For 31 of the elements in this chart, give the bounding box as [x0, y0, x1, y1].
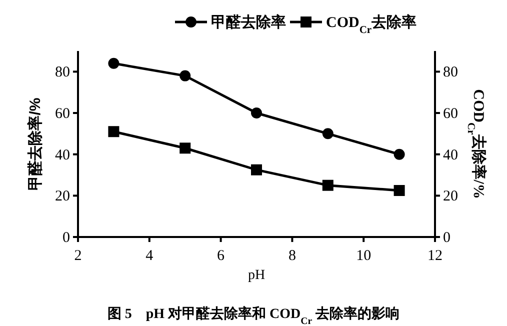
point: [180, 142, 191, 154]
y2-tick-label: 20: [443, 188, 458, 205]
point: [394, 185, 405, 196]
y-axis-title: 甲醛去除率/%: [26, 98, 44, 190]
y-tick-label: 80: [55, 64, 70, 81]
point: [251, 108, 262, 118]
x-axis-title: pH: [248, 268, 266, 283]
y-tick-label: 60: [55, 106, 70, 122]
x-tick-label: 4: [146, 248, 154, 264]
y-tick-label: 20: [55, 188, 70, 205]
point: [180, 70, 191, 82]
x-tick-label: 8: [288, 248, 296, 264]
y2-tick-label: 40: [443, 147, 458, 164]
x-tick-label: 6: [217, 248, 226, 264]
legend-label: 甲醛去除率: [211, 13, 286, 31]
point: [322, 180, 334, 191]
y2-tick-label: 80: [443, 64, 458, 81]
y-tick-label: 0: [62, 230, 70, 246]
y2-tick-label: 60: [443, 106, 458, 122]
text: 图 5 pH 对甲醛去除率和 COD$_{Cr}$ 去除率的影响: [107, 305, 400, 326]
point: [108, 126, 120, 138]
x-tick-label: 2: [74, 248, 82, 264]
x-tick-label: 12: [428, 248, 442, 264]
y2-tick-label: 0: [443, 230, 450, 246]
point: [322, 128, 334, 140]
point: [108, 58, 120, 69]
x-tick-label: 10: [356, 248, 372, 264]
point: [251, 164, 262, 176]
legend-label: COD$_{Cr}$去除率: [326, 13, 417, 36]
y-tick-label: 40: [55, 147, 70, 164]
point: [394, 148, 405, 160]
